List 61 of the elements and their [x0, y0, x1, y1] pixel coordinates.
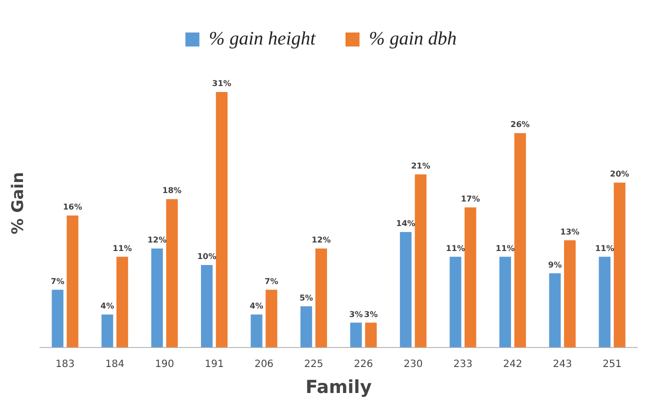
bar [450, 256, 462, 348]
bar [549, 273, 561, 348]
bar [514, 133, 526, 348]
data-label: 14% [396, 219, 416, 228]
bar [200, 265, 213, 348]
data-label: 16% [62, 202, 82, 212]
bar [315, 248, 328, 348]
bar [216, 92, 228, 348]
data-label: 3% [364, 310, 378, 319]
data-label: 11% [595, 244, 614, 253]
data-label: 26% [510, 120, 530, 130]
data-label: 7% [50, 276, 64, 286]
bar [151, 248, 163, 348]
bar [464, 207, 476, 348]
y-axis-title: % Gain [8, 172, 27, 234]
bar [166, 199, 178, 348]
data-label: 11% [112, 244, 132, 253]
x-tick-label: 191 [204, 358, 224, 370]
data-label: 31% [212, 79, 232, 88]
bar [400, 232, 412, 348]
data-label: 4% [100, 302, 114, 311]
x-tick-label: 243 [552, 358, 572, 370]
data-label: 4% [250, 302, 264, 311]
data-label: 21% [411, 161, 430, 170]
x-tick-label: 242 [503, 358, 522, 370]
x-tick-label: 251 [602, 358, 622, 370]
x-tick-label: 230 [404, 358, 423, 370]
bar [300, 306, 312, 348]
data-label: 18% [162, 186, 182, 196]
bar [598, 256, 610, 348]
bar [66, 216, 78, 348]
data-label: 7% [264, 276, 278, 286]
x-tick-label: 190 [154, 358, 174, 370]
bar [52, 290, 64, 348]
bar [365, 322, 377, 348]
data-label: 9% [548, 260, 562, 270]
bar [350, 322, 362, 348]
bar [116, 256, 128, 348]
x-tick-label: 184 [105, 358, 124, 370]
x-tick-label: 226 [354, 358, 374, 370]
x-tick-label: 225 [304, 358, 324, 370]
bar [250, 314, 262, 348]
x-tick-label: 233 [453, 358, 472, 370]
bar [102, 314, 114, 348]
x-axis-title: Family [305, 376, 372, 398]
data-label: 5% [299, 293, 314, 302]
legend-label: % gain height [208, 28, 316, 50]
x-tick-label: 183 [56, 358, 75, 370]
data-label: 3% [349, 310, 363, 319]
bar [614, 182, 626, 348]
data-label: 13% [560, 227, 580, 236]
data-label: 20% [610, 170, 630, 179]
data-label: 12% [312, 236, 331, 245]
legend-label: % gain dbh [368, 28, 457, 50]
bar [499, 256, 512, 348]
data-label: 17% [460, 194, 480, 204]
bar [414, 174, 426, 348]
data-label: 11% [496, 244, 515, 253]
bar [564, 240, 576, 348]
bar [266, 290, 278, 348]
x-tick-label: 206 [254, 358, 274, 370]
